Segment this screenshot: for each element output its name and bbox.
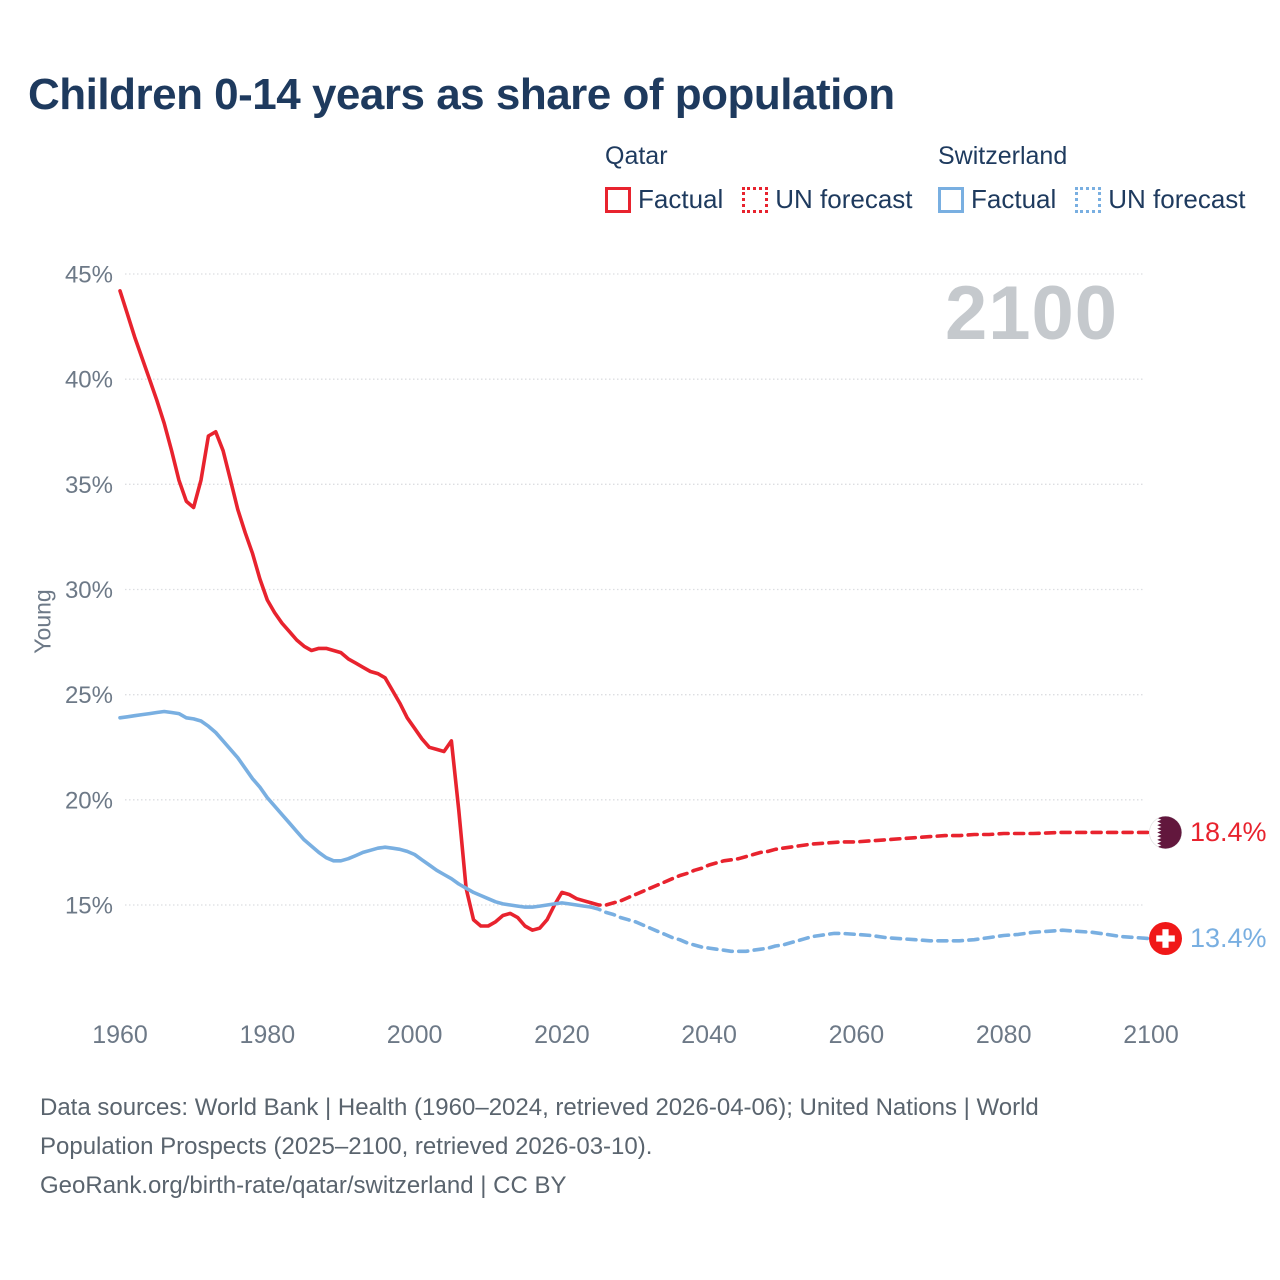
legend-group-switzerland: Switzerland Factual UN forecast xyxy=(938,142,1246,215)
data-sources-line-2: Population Prospects (2025–2100, retriev… xyxy=(40,1133,653,1160)
data-sources-line-1: Data sources: World Bank | Health (1960–… xyxy=(40,1094,1039,1121)
end-label-qatar: 18.4% xyxy=(1149,815,1267,849)
legend-label: Factual xyxy=(638,184,724,214)
qatar-forecast-swatch-icon xyxy=(742,186,769,213)
legend-country-switzerland: Switzerland xyxy=(938,142,1068,170)
x-tick-label: 1980 xyxy=(239,1021,295,1049)
y-tick-label: 20% xyxy=(65,787,113,814)
x-tick-label: 1960 xyxy=(92,1021,148,1049)
series-switzerland-factual xyxy=(118,709,594,909)
x-tick-label: 2020 xyxy=(534,1021,590,1049)
series-qatar-factual xyxy=(118,289,594,932)
series-qatar-un-forecast xyxy=(589,830,1153,907)
legend-item-switzerland-forecast[interactable]: UN forecast xyxy=(1075,184,1246,215)
legend-label: UN forecast xyxy=(1108,184,1246,214)
switzerland-forecast-swatch-icon xyxy=(1075,186,1102,213)
end-label-switzerland: 13.4% xyxy=(1149,921,1267,955)
switzerland-factual-swatch-icon xyxy=(938,186,964,213)
y-tick-label: 45% xyxy=(65,262,113,289)
legend-item-switzerland-factual[interactable]: Factual xyxy=(938,184,1056,215)
y-tick-label: 15% xyxy=(65,893,113,920)
footer: Data sources: World Bank | Health (1960–… xyxy=(40,1088,1039,1205)
legend-item-qatar-factual[interactable]: Factual xyxy=(605,184,723,215)
legend-group-qatar: Qatar Factual UN forecast xyxy=(605,142,913,215)
legend-label: UN forecast xyxy=(775,184,913,214)
y-tick-label: 25% xyxy=(65,682,113,709)
legend-label: Factual xyxy=(971,184,1057,214)
series-switzerland-un-forecast xyxy=(589,905,1153,954)
switzerland-flag-icon xyxy=(1149,921,1182,955)
qatar-flag-icon xyxy=(1149,815,1182,849)
attribution-line[interactable]: GeoRank.org/birth-rate/qatar/switzerland… xyxy=(40,1172,567,1199)
end-value-qatar: 18.4% xyxy=(1190,816,1267,847)
y-tick-label: 40% xyxy=(65,367,113,394)
qatar-factual-swatch-icon xyxy=(605,186,631,213)
x-tick-label: 2100 xyxy=(1123,1021,1179,1049)
legend-country-qatar: Qatar xyxy=(605,142,668,170)
watermark-year: 2100 xyxy=(945,271,1119,356)
y-tick-label: 35% xyxy=(65,472,113,499)
legend-item-qatar-forecast[interactable]: UN forecast xyxy=(742,184,913,215)
x-tick-label: 2000 xyxy=(387,1021,443,1049)
page-title: Children 0-14 years as share of populati… xyxy=(28,70,895,119)
x-tick-label: 2080 xyxy=(976,1021,1032,1049)
x-tick-label: 2040 xyxy=(681,1021,737,1049)
end-value-switzerland: 13.4% xyxy=(1190,922,1267,953)
x-tick-label: 2060 xyxy=(829,1021,885,1049)
y-tick-label: 30% xyxy=(65,577,113,604)
